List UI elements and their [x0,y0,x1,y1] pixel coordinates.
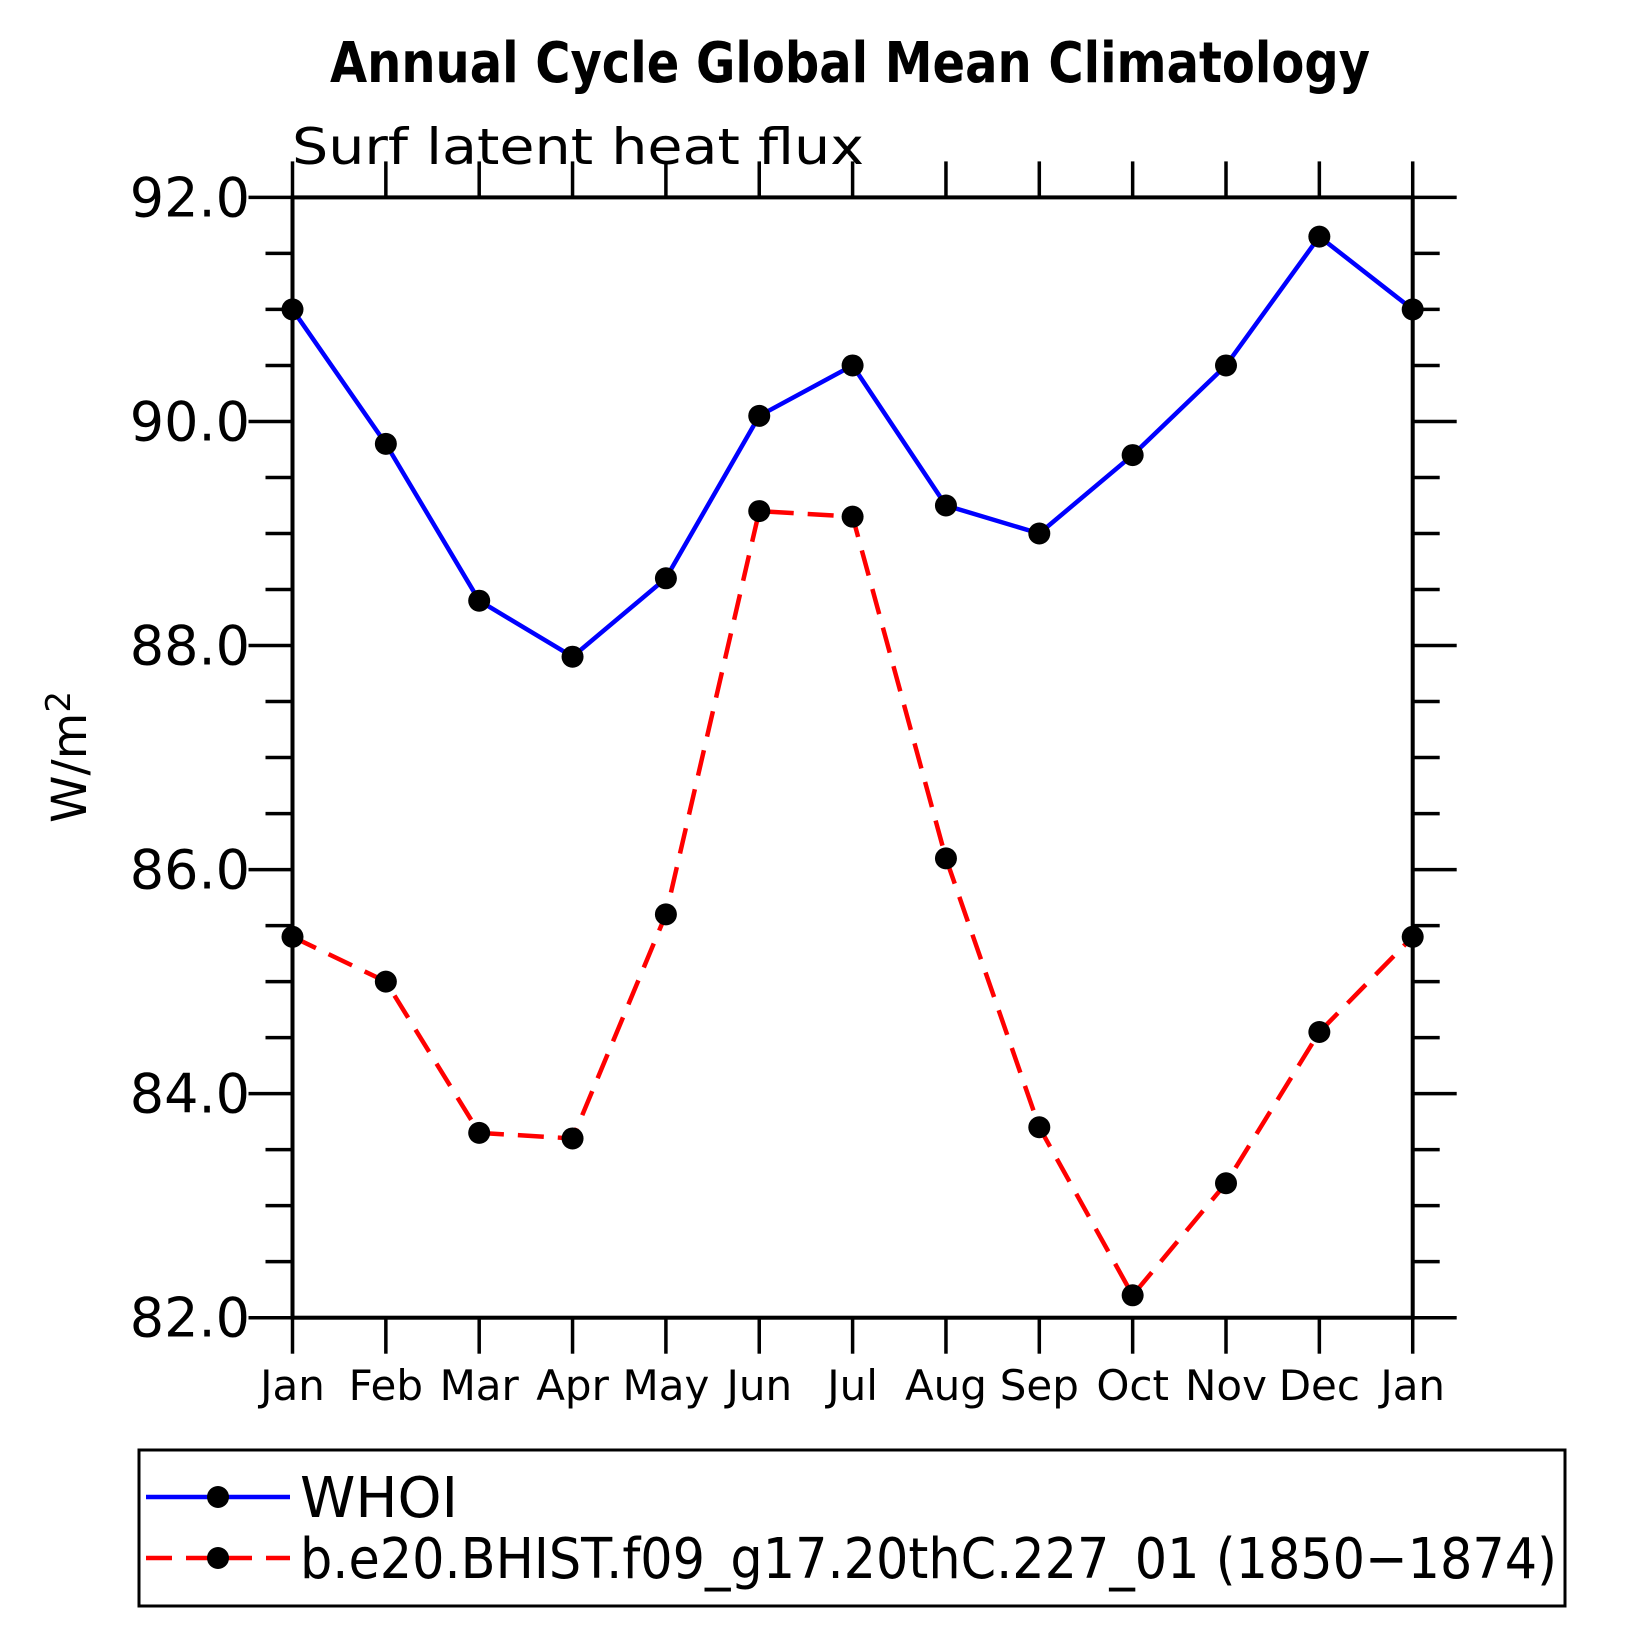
plot-frame [290,195,1415,1320]
data-point-marker [1215,354,1237,377]
data-point-marker [841,354,864,377]
y-axis-title-superscript: 2 [39,691,79,713]
x-tick-label: Aug [905,1361,987,1410]
data-point-marker [1401,925,1424,948]
legend-marker [207,1547,229,1569]
data-point-marker [1028,1116,1051,1139]
data-point-marker [1028,522,1051,545]
series-line-0 [290,234,1415,659]
data-point-marker [281,925,304,948]
x-tick-label: Feb [349,1361,423,1410]
chart-subtitle: Surf latent heat flux [292,118,864,176]
x-tick-label: Mar [440,1361,520,1410]
legend-marker [207,1486,229,1508]
x-tick-label: Oct [1096,1361,1169,1410]
axis-ticks [248,161,1457,1354]
data-point-marker [1121,1284,1144,1307]
data-point-marker [1401,298,1424,321]
x-tick-label: Jul [824,1361,878,1410]
data-point-marker [841,505,864,528]
y-tick-label: 86.0 [130,839,250,902]
legend-label: b.e20.BHIST.f09_g17.20thC.227_01 (1850−1… [300,1527,1557,1592]
y-tick-label: 84.0 [130,1063,250,1126]
y-tick-label: 92.0 [130,166,250,229]
data-point-marker [654,567,677,590]
legend-label: WHOI [300,1466,458,1531]
y-tick-label: 90.0 [130,390,250,453]
x-tick-label: Dec [1279,1361,1360,1410]
data-point-marker [561,1127,584,1150]
data-point-marker [1215,1172,1237,1195]
data-point-marker [1308,225,1331,248]
y-axis-title-base: W/m [42,713,98,823]
plot-area: Jan Feb Mar Apr May Jun Jul Aug Sep Oct Nov Dec Jan 9… [130,161,1457,1410]
data-point-marker [374,970,397,993]
x-tick-label: Nov [1185,1361,1267,1410]
x-tick-label: Apr [536,1361,609,1410]
data-point-marker [934,494,957,517]
data-point-marker [561,645,584,668]
data-point-marker [374,432,397,455]
data-point-marker [748,404,771,427]
data-point-marker [281,298,304,321]
data-point-marker [1121,444,1144,467]
x-tick-label: Jan [1377,1361,1445,1410]
chart-title: Annual Cycle Global Mean Climatology [330,31,1370,96]
data-point-marker [468,589,491,612]
data-point-marker [1308,1021,1331,1044]
x-tick-label: May [622,1361,709,1410]
y-tick-label: 82.0 [130,1287,250,1350]
data-point-marker [934,847,957,870]
data-point-marker [468,1121,491,1144]
x-tick-label: Jun [723,1361,792,1410]
y-axis-title: W/m2 [39,691,98,823]
series-line-1 [291,508,1415,1298]
data-point-marker [748,500,771,523]
legend-box [137,1448,1567,1608]
x-tick-label: Jan [257,1361,325,1410]
x-tick-label: Sep [1000,1361,1079,1410]
data-point-marker [654,903,677,926]
y-tick-label: 88.0 [130,615,250,678]
